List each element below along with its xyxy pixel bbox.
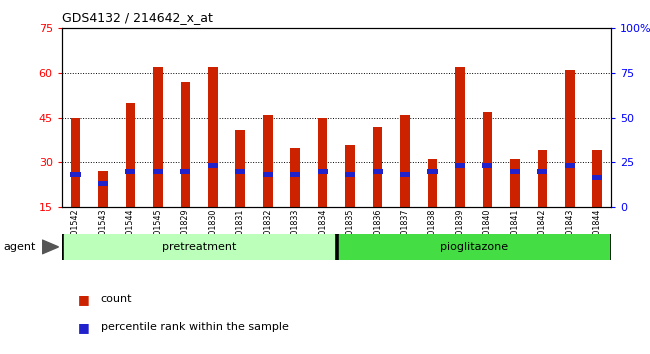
Bar [290, 172, 300, 177]
Bar [482, 112, 492, 207]
Bar [538, 150, 547, 207]
Bar [592, 150, 602, 207]
Bar [455, 163, 465, 168]
Text: GDS4132 / 214642_x_at: GDS4132 / 214642_x_at [62, 11, 213, 24]
Bar [235, 169, 245, 174]
Bar [98, 181, 108, 186]
Bar [510, 159, 520, 207]
Polygon shape [42, 240, 58, 254]
Text: agent: agent [3, 242, 36, 252]
Bar [428, 169, 437, 174]
Bar [538, 169, 547, 174]
Bar [71, 118, 81, 207]
Bar [318, 118, 328, 207]
Bar [125, 103, 135, 207]
Bar [263, 172, 273, 177]
Text: percentile rank within the sample: percentile rank within the sample [101, 322, 289, 332]
Bar [291, 148, 300, 207]
Text: pretreatment: pretreatment [162, 242, 236, 252]
Bar [263, 115, 272, 207]
Text: pioglitazone: pioglitazone [439, 242, 508, 252]
Bar [345, 144, 355, 207]
Bar [455, 67, 465, 207]
Bar [181, 82, 190, 207]
Bar [339, 234, 609, 260]
Text: ■: ■ [78, 293, 90, 306]
Bar [482, 163, 493, 168]
Bar [153, 67, 162, 207]
Bar [510, 169, 520, 174]
Bar [372, 169, 383, 174]
Bar [400, 115, 410, 207]
Bar [400, 172, 410, 177]
Bar [70, 172, 81, 177]
Text: ■: ■ [78, 321, 90, 334]
Bar [153, 169, 163, 174]
Bar [180, 169, 190, 174]
Bar [98, 171, 108, 207]
Bar [372, 127, 382, 207]
Bar [565, 163, 575, 168]
Bar [565, 70, 575, 207]
Bar [64, 234, 334, 260]
Text: count: count [101, 294, 132, 304]
Bar [592, 175, 603, 180]
Bar [428, 159, 437, 207]
Bar [208, 67, 218, 207]
Bar [208, 163, 218, 168]
Bar [235, 130, 245, 207]
Bar [125, 169, 135, 174]
FancyBboxPatch shape [62, 234, 611, 260]
Bar [318, 169, 328, 174]
Bar [345, 172, 355, 177]
